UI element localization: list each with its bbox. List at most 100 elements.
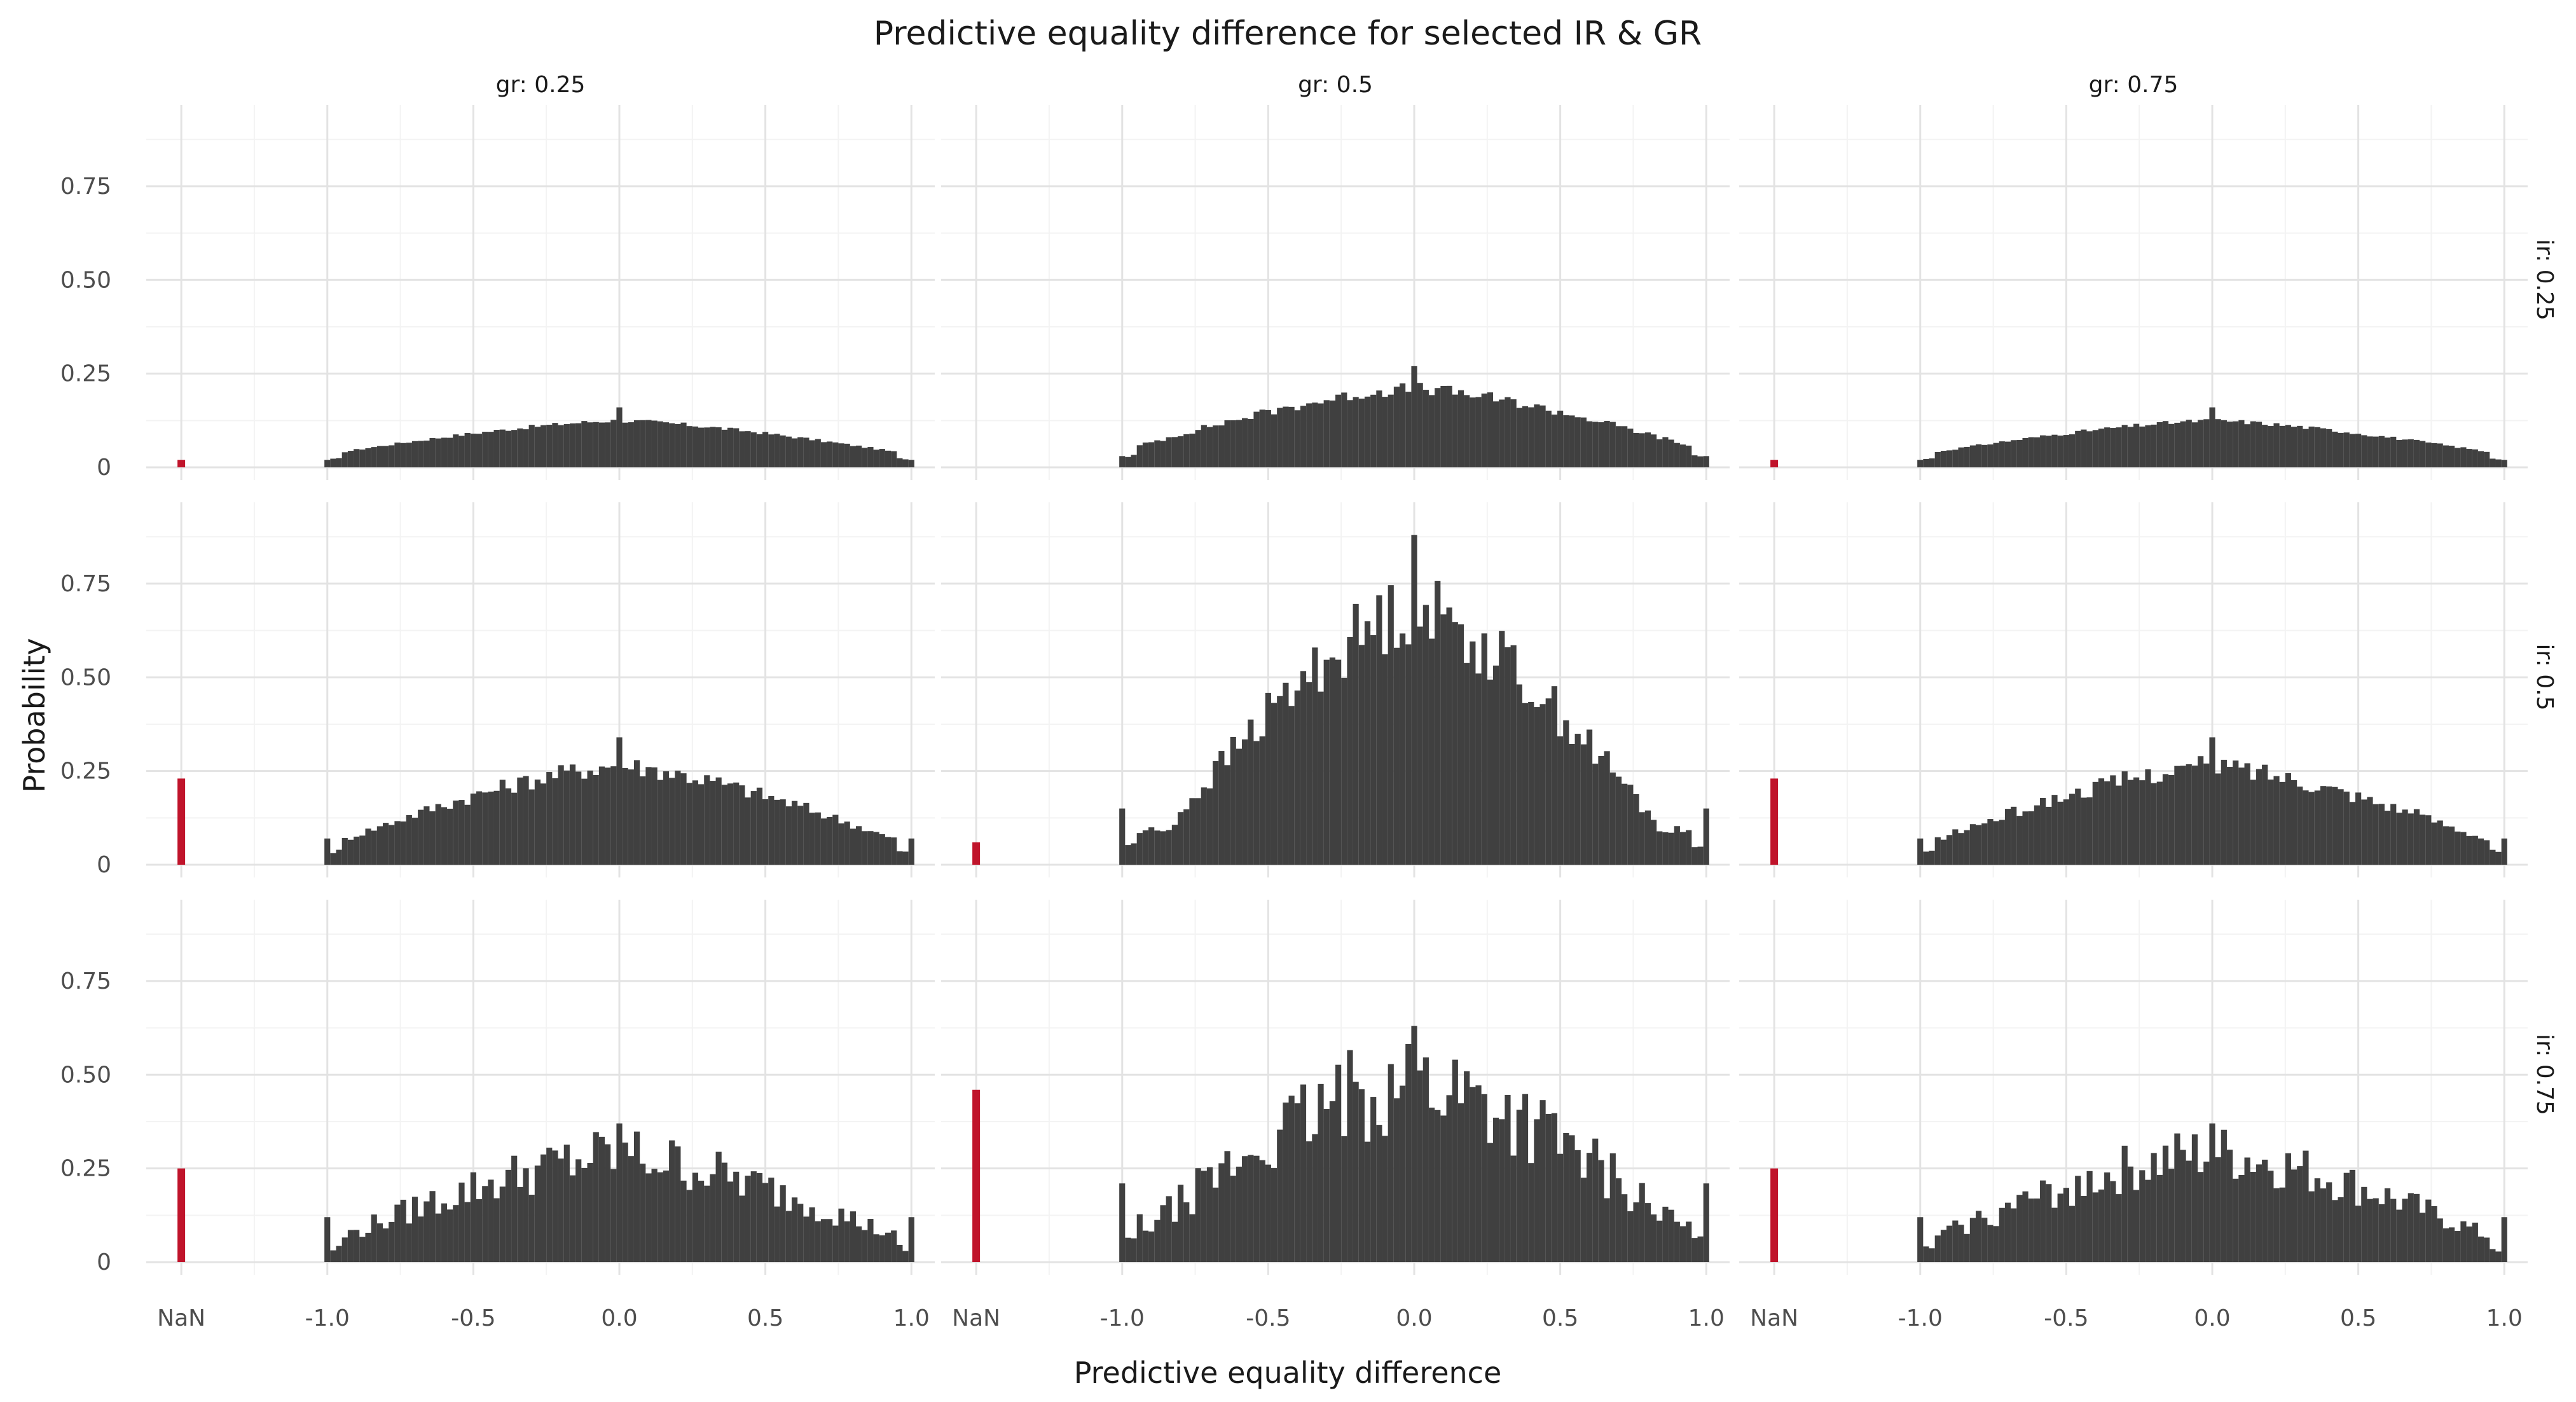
histogram-bar: [768, 796, 775, 865]
histogram-bar: [2477, 451, 2484, 467]
histogram-bar: [394, 1204, 401, 1262]
histogram-bar: [1201, 1171, 1207, 1262]
histogram-bar: [2186, 420, 2192, 467]
histogram-bar: [2180, 421, 2186, 467]
histogram-bar: [581, 778, 588, 865]
histogram-bar: [2285, 1153, 2291, 1262]
histogram-bar: [2460, 447, 2467, 467]
chart-title: Predictive equality difference for selec…: [874, 15, 1702, 53]
histogram-bar: [400, 1199, 406, 1262]
histogram-bar: [464, 804, 471, 865]
histogram-bar: [1586, 729, 1593, 865]
histogram-bar: [1946, 450, 1953, 467]
histogram-bar: [739, 785, 745, 865]
histogram-bar: [2268, 1171, 2274, 1262]
histogram-bar: [633, 1131, 640, 1262]
histogram-bar: [2127, 427, 2133, 467]
histogram-bar: [692, 780, 698, 865]
histogram-bar: [365, 828, 371, 865]
histogram-bar: [2367, 797, 2373, 865]
histogram-bar: [1934, 837, 1941, 865]
x-tick-label: -0.5: [451, 1305, 495, 1331]
histogram-bar: [1405, 644, 1412, 865]
y-tick-label: 0.50: [60, 1062, 111, 1088]
histogram-bar: [663, 422, 670, 467]
histogram-bar: [1294, 691, 1300, 865]
histogram-bar: [2396, 439, 2402, 467]
histogram-bar: [1236, 1166, 1243, 1262]
histogram-bar: [1622, 783, 1628, 865]
histogram-bar: [2378, 1204, 2385, 1262]
histogram-bar: [2057, 436, 2063, 467]
histogram-bar: [1125, 457, 1131, 467]
histogram-bar: [1277, 1129, 1283, 1262]
histogram-bar: [610, 420, 617, 467]
histogram-bar: [2455, 1231, 2461, 1262]
histogram-bar: [2203, 419, 2210, 467]
histogram-bar: [2355, 792, 2362, 865]
histogram-bar: [541, 425, 547, 467]
histogram-bar: [1976, 444, 1982, 467]
histogram-bar: [1981, 823, 1988, 865]
histogram-bar: [1224, 1151, 1230, 1262]
histogram-bar: [1679, 1226, 1686, 1262]
histogram-bar: [1435, 1110, 1441, 1262]
histogram-bar: [1557, 410, 1564, 467]
histogram-bar: [2437, 1218, 2443, 1262]
histogram-bar: [2297, 787, 2303, 865]
histogram-bar: [1218, 751, 1225, 865]
y-tick-label: 0.75: [60, 174, 111, 200]
histogram-bar: [1703, 808, 1709, 865]
histogram-bar: [1697, 456, 1704, 467]
histogram-bar: [1545, 698, 1552, 865]
histogram-bar: [1457, 390, 1464, 467]
histogram-bar: [482, 792, 488, 865]
histogram-bar: [1627, 785, 1634, 865]
histogram-bar: [803, 437, 809, 467]
histogram-bar: [383, 823, 389, 865]
histogram-bar: [1487, 1143, 1493, 1262]
histogram-bar: [1557, 736, 1564, 865]
histogram-bar: [1516, 684, 1522, 865]
histogram-bar: [2104, 781, 2111, 865]
histogram-bar: [2477, 838, 2484, 865]
histogram-bar: [675, 771, 681, 865]
histogram-bar: [587, 422, 593, 467]
histogram-bar: [2011, 806, 2017, 865]
histogram-bar: [1563, 415, 1569, 467]
histogram-bar: [1358, 645, 1365, 865]
histogram-bar: [2332, 1200, 2338, 1262]
histogram-bar: [563, 424, 570, 467]
column-facet-label: gr: 0.75: [2089, 72, 2179, 98]
histogram-bar: [715, 777, 722, 865]
histogram-bar: [1323, 1108, 1330, 1262]
histogram-bar: [2226, 1150, 2233, 1262]
histogram-bar: [534, 427, 541, 467]
histogram-bar: [552, 423, 558, 467]
histogram-bar: [856, 1226, 862, 1262]
x-tick-label: 1.0: [893, 1305, 930, 1331]
histogram-bar: [1557, 1153, 1564, 1262]
histogram-bar: [1662, 437, 1669, 467]
x-tick-label: -1.0: [305, 1305, 350, 1331]
histogram-bar: [1335, 394, 1342, 467]
histogram-bar: [610, 1169, 617, 1262]
x-tick-label: 0.0: [601, 1305, 637, 1331]
histogram-bar: [2431, 822, 2437, 865]
histogram-bar: [1598, 1160, 1604, 1262]
histogram-bar: [1633, 1202, 1639, 1262]
histogram-bar: [1183, 1202, 1190, 1262]
histogram-bar: [1534, 1119, 1540, 1262]
histogram-bar: [2396, 813, 2402, 865]
histogram-bar: [575, 1159, 582, 1262]
histogram-bar: [680, 773, 687, 865]
histogram-bar: [1288, 706, 1295, 865]
histogram-bar: [458, 1182, 465, 1262]
histogram-bar: [2203, 1161, 2210, 1262]
histogram-bar: [2332, 431, 2338, 467]
histogram-bar: [1923, 1246, 1929, 1262]
histogram-bar: [517, 777, 523, 865]
histogram-bar: [1662, 832, 1669, 865]
histogram-bar: [1422, 1057, 1429, 1262]
histogram-bar: [680, 1180, 687, 1262]
